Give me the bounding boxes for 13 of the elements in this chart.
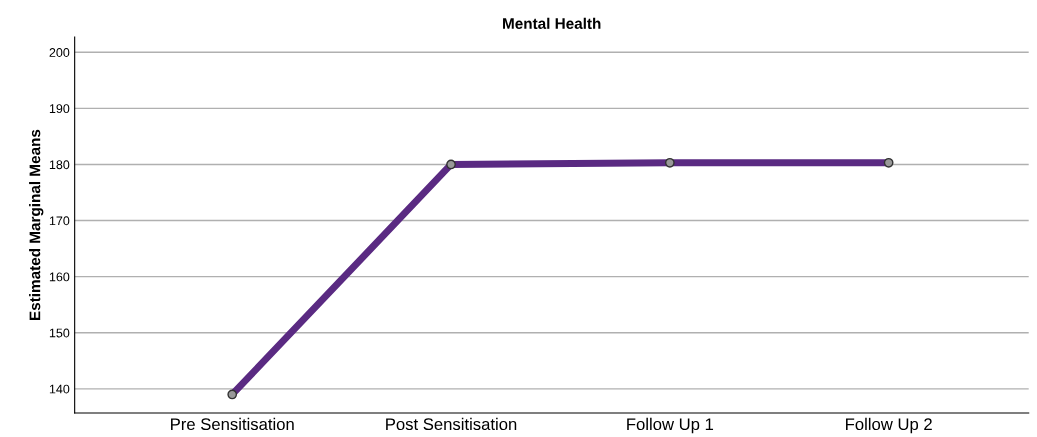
y-tick-label: 190: [49, 104, 70, 114]
y-tick-label: 140: [49, 384, 70, 394]
x-tick-label: Follow Up 2: [846, 417, 932, 434]
y-tick-label: 200: [49, 48, 70, 57]
y-tick-label: 170: [49, 216, 70, 226]
chart-title: Mental Health: [503, 17, 601, 29]
y-tick-label: 180: [49, 160, 70, 170]
x-tick-label: Follow Up 1: [627, 417, 714, 434]
y-axis-title: Estimated Marginal Means: [29, 129, 44, 320]
x-tick-label: Post Sensitisation: [386, 417, 517, 431]
y-tick-label: 160: [49, 272, 70, 282]
x-tick-label: Pre Sensitisation: [171, 417, 294, 431]
y-tick-label: 150: [49, 328, 70, 338]
